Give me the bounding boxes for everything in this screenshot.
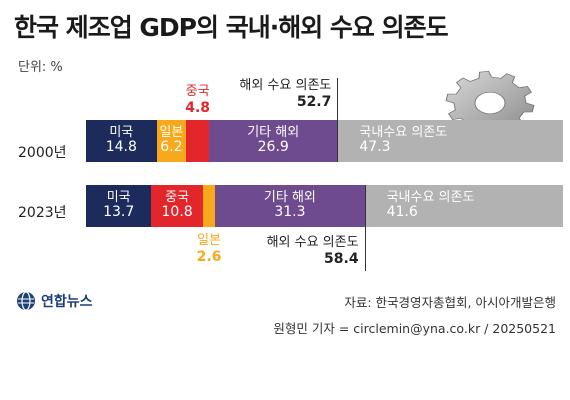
bar-segment [86,120,157,162]
bar-segment [215,185,365,227]
bar-segment [337,120,563,162]
callout-value: 2.6 [196,249,222,265]
segment-value: 47.3 [359,139,391,155]
segment-category: 기타 해외 [263,190,316,205]
segment-label: 기타 해외 31.3 [215,190,364,220]
unit-label: 단위: % [18,60,63,75]
overseas-total-annotation: 해외 수요 의존도 52.7 [225,78,331,110]
overseas-total-annotation: 해외 수요 의존도 58.4 [253,235,359,267]
overseas-divider-line [337,78,339,162]
segment-label: 미국 13.7 [86,190,151,220]
segment-callout: 중국 4.8 [178,84,218,116]
segment-value: 13.7 [103,204,135,220]
segment-label: 국내수요 의존도 41.6 [387,190,475,220]
callout-category: 일본 [197,233,222,248]
segment-label: 중국 10.8 [151,190,203,220]
segment-category: 일본 [159,125,184,140]
segment-callout: 일본 2.6 [189,233,229,265]
segment-value: 26.9 [257,139,289,155]
overseas-total-value: 58.4 [324,251,359,267]
bar-segment [186,120,210,162]
bar-segment [86,185,152,227]
year-label: 2023년 [18,205,67,221]
bar-segment [209,120,338,162]
bar-segment [151,185,203,227]
yonhap-logo: 연합뉴스 [16,291,93,311]
segment-value: 41.6 [386,204,418,220]
bar-segment [156,120,187,162]
overseas-total-label: 해외 수요 의존도 [266,235,359,250]
segment-value: 10.8 [161,204,193,220]
yonhap-globe-icon [17,291,35,311]
segment-category: 미국 [106,190,131,205]
segment-label: 기타 해외 26.9 [209,125,337,155]
credit-text: 원형민 기자 = circlemin@yna.co.kr / 20250521 [273,321,556,336]
bar-segment [364,185,563,227]
callout-value: 4.8 [185,100,211,116]
segment-category: 미국 [109,125,134,140]
source-text: 자료: 한국경영자총협회, 아시아개발은행 [344,295,556,310]
segment-label: 국내수요 의존도 47.3 [359,125,447,155]
segment-label: 미국 14.8 [86,125,157,155]
segment-value: 14.8 [105,139,137,155]
overseas-total-value: 52.7 [296,94,332,110]
segment-value: 31.3 [274,204,306,220]
segment-category: 기타 해외 [247,125,300,140]
segment-category: 국내수요 의존도 [386,190,475,205]
chart-title: 한국 제조업 GDP의 국내·해외 수요 의존도 [14,13,449,42]
segment-category: 국내수요 의존도 [359,125,448,140]
overseas-divider-line [364,185,366,271]
overseas-total-label: 해외 수요 의존도 [239,78,332,93]
year-label: 2000년 [18,145,67,161]
bar-segment [202,185,216,227]
segment-label: 일본 6.2 [157,125,187,155]
segment-value: 6.2 [160,139,183,155]
segment-category: 중국 [165,190,190,205]
logo-text: 연합뉴스 [41,294,93,310]
callout-category: 중국 [185,84,210,99]
